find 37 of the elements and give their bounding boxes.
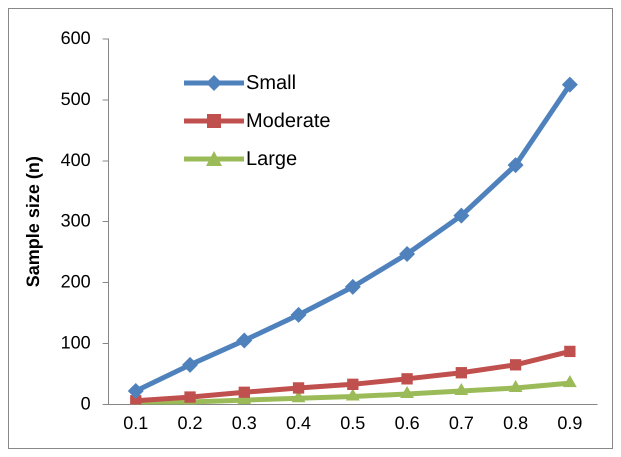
x-tick-label: 0.6 — [394, 413, 420, 434]
point — [290, 306, 307, 323]
legend-label: Moderate — [246, 110, 330, 132]
point — [184, 391, 196, 403]
point — [238, 386, 250, 398]
point — [456, 367, 467, 378]
x-tick-label: 0.7 — [448, 413, 474, 434]
x-tick-label: 0.9 — [557, 413, 582, 434]
y-tick-label: 600 — [60, 28, 91, 48]
point — [401, 373, 413, 384]
legend-label: Small — [246, 72, 296, 94]
y-axis-title: Sample size (n) — [22, 156, 43, 288]
point — [508, 157, 524, 174]
point — [292, 382, 304, 394]
point — [510, 359, 522, 370]
point — [344, 278, 361, 295]
point — [564, 346, 576, 358]
x-tick-label: 0.3 — [232, 413, 257, 434]
point — [453, 208, 470, 224]
point — [182, 356, 198, 373]
point — [128, 383, 144, 399]
x-tick-label: 0.5 — [340, 413, 366, 434]
y-tick-label: 500 — [60, 88, 91, 109]
point — [236, 332, 252, 348]
point — [347, 378, 358, 390]
y-tick-label: 400 — [60, 150, 91, 170]
x-tick-label: 0.8 — [503, 413, 528, 434]
x-tick-label: 0.4 — [286, 413, 312, 434]
y-tick-label: 200 — [60, 272, 91, 292]
x-tick-label: 0.1 — [123, 413, 148, 434]
legend-label: Large — [246, 148, 298, 170]
x-tick-label: 0.2 — [178, 413, 203, 434]
point — [399, 246, 416, 262]
y-tick-label: 0 — [80, 393, 91, 414]
point — [562, 76, 578, 93]
y-tick-label: 100 — [60, 332, 91, 352]
y-tick-label: 300 — [60, 210, 91, 231]
